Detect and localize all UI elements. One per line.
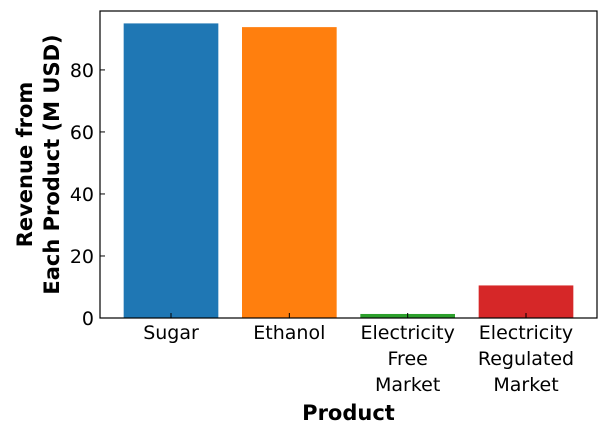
bar-1 bbox=[123, 23, 219, 318]
x-tick-label: Sugar bbox=[143, 322, 199, 344]
y-tick-label: 60 bbox=[70, 122, 94, 144]
y-tick-label: 40 bbox=[70, 184, 94, 206]
y-axis-title: Revenue from Each Product (M USD) bbox=[13, 34, 64, 294]
bar-2 bbox=[242, 27, 337, 319]
y-tick-label: 0 bbox=[82, 308, 94, 330]
y-axis-ticks: 0 20 40 60 80 bbox=[70, 60, 105, 330]
plot-frame bbox=[99, 10, 598, 319]
x-axis-ticks: Sugar Ethanol Electricity Free Market Electri… bbox=[143, 313, 574, 396]
y-tick-label: 20 bbox=[70, 246, 94, 268]
x-tick-label: Electricity Regulated Market bbox=[478, 322, 574, 396]
bars-group bbox=[123, 23, 574, 319]
bar-4 bbox=[478, 285, 574, 318]
x-tick-label: Ethanol bbox=[253, 322, 325, 344]
x-tick-label: Electricity Free Market bbox=[360, 322, 454, 396]
y-tick-label: 80 bbox=[70, 60, 94, 82]
x-axis-title: Product bbox=[302, 401, 395, 425]
